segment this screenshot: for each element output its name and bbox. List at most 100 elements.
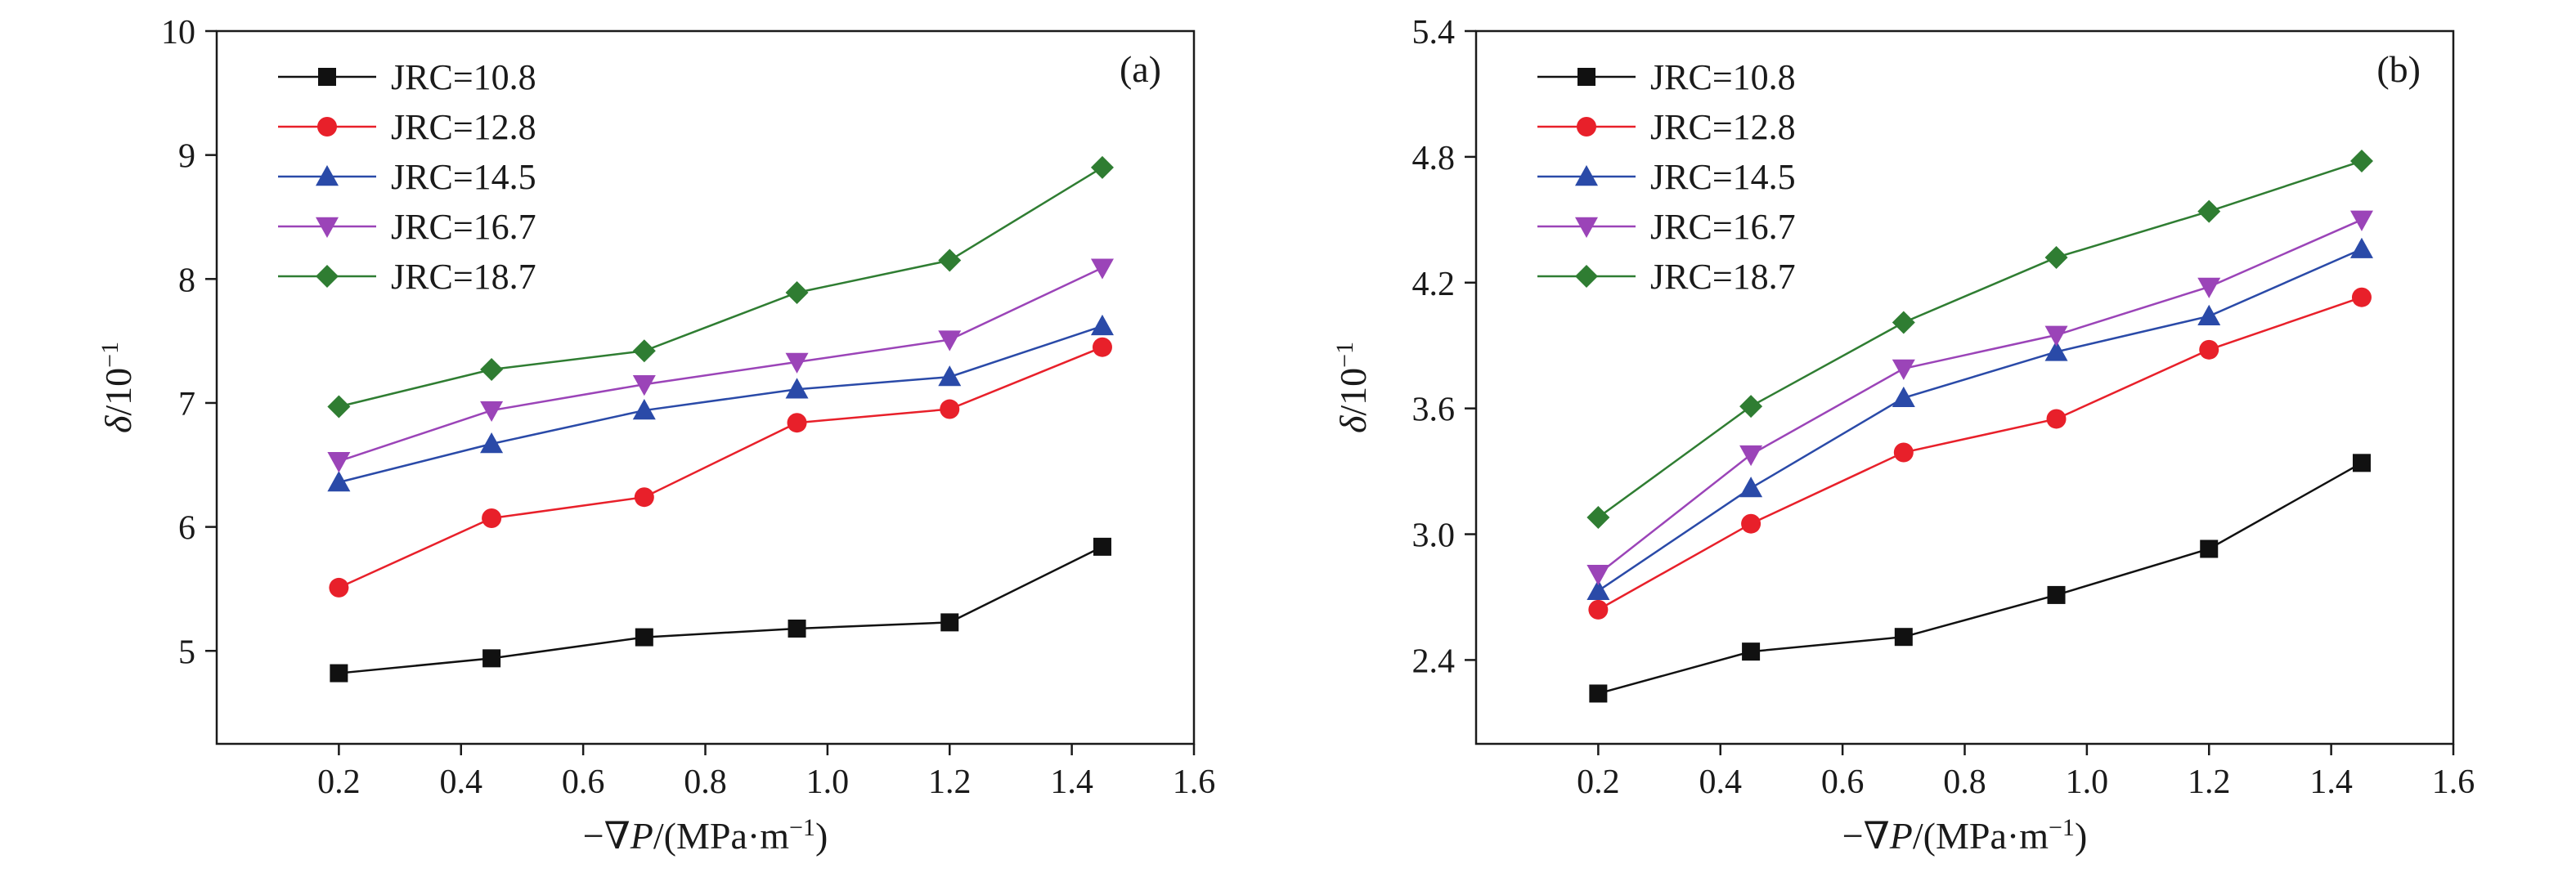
legend-label: JRC=10.8 (391, 57, 536, 97)
chart-panel-1: 0.2 0.4 0.6 0.8 1.0 1.2 1.4 1.6 5 6 7 8 9 10 −∇P/(MPa·… (96, 14, 1216, 857)
data-point (1090, 314, 1114, 336)
legend-marker (317, 117, 337, 137)
panel-label: (b) (2376, 48, 2421, 90)
x-tick-label: 1.6 (2432, 763, 2475, 801)
legend-label: JRC=18.7 (391, 257, 536, 297)
data-point (788, 619, 806, 638)
data-point (2199, 339, 2219, 360)
data-point (1739, 477, 1763, 498)
data-point (632, 399, 656, 420)
data-point (1892, 359, 1915, 380)
legend-marker (1575, 265, 1598, 288)
x-tick-label: 1.0 (2066, 763, 2109, 801)
data-point (2197, 277, 2221, 298)
data-point (632, 339, 656, 363)
legend-entry: JRC=10.8 (1537, 57, 1796, 97)
legend-marker (318, 68, 336, 86)
data-point (1090, 155, 1114, 179)
x-axis-variable: P (1889, 815, 1913, 857)
series-line (339, 325, 1103, 484)
series-line (1598, 462, 2363, 695)
y-axis-unit: /10 (97, 368, 139, 416)
x-tick-label: 1.0 (806, 763, 850, 801)
y-tick-label: 4.8 (1412, 140, 1456, 177)
x-axis-unit: /(MPa·m (653, 815, 789, 857)
data-point (787, 413, 807, 433)
data-point (1893, 442, 1914, 463)
x-tick-label: 0.2 (1577, 763, 1620, 801)
data-point (2046, 409, 2067, 429)
series-JRC=14.5 (327, 314, 1114, 492)
y-tick-label: 7 (178, 386, 195, 423)
y-axis-exponent: −1 (96, 342, 123, 368)
x-tick-label: 1.2 (928, 763, 972, 801)
legend-marker (316, 165, 339, 186)
data-point (2044, 245, 2068, 269)
data-point (938, 330, 962, 351)
data-point (2197, 304, 2221, 325)
y-tick-label: 10 (161, 14, 195, 51)
data-point (482, 508, 502, 528)
legend-entry: JRC=18.7 (278, 257, 536, 297)
data-point (1586, 579, 1610, 600)
legend-marker (1575, 217, 1598, 238)
x-tick-label: 1.6 (1173, 763, 1216, 801)
y-axis-variable: δ (97, 415, 139, 433)
legend-marker (1575, 165, 1598, 186)
data-point (480, 401, 504, 423)
x-axis-title: −∇P/(MPa·m−1) (583, 814, 828, 857)
data-point (2200, 539, 2219, 558)
x-axis-close: ) (815, 815, 828, 857)
y-tick-label: 4.2 (1412, 266, 1456, 303)
x-axis-exponent: −1 (789, 814, 815, 841)
data-point (634, 487, 654, 508)
data-point (785, 280, 809, 304)
data-point (940, 613, 959, 632)
x-tick-label: 0.6 (1821, 763, 1865, 801)
legend-label: JRC=12.8 (391, 107, 536, 147)
x-axis-variable: P (630, 815, 653, 857)
data-point (2044, 340, 2068, 361)
legend-label: JRC=14.5 (391, 157, 536, 197)
legend-entry: JRC=10.8 (278, 57, 536, 97)
x-axis-unit: /(MPa·m (1913, 815, 2049, 857)
plot-frame (1474, 29, 2455, 745)
data-point (1892, 311, 1915, 334)
data-point (1589, 684, 1608, 703)
x-axis-prefix: −∇ (1842, 815, 1890, 857)
data-point (1892, 386, 1915, 408)
series-JRC=18.7 (327, 155, 1114, 419)
chart-panel-2: 0.2 0.4 0.6 0.8 1.0 1.2 1.4 1.6 2.4 3.0 3.6 4.2 4.8 5… (1331, 14, 2475, 857)
x-tick-label: 0.2 (317, 763, 361, 801)
legend-entry: JRC=14.5 (1537, 157, 1796, 197)
legend-entry: JRC=12.8 (278, 107, 536, 147)
data-point (480, 358, 504, 382)
data-point (1739, 445, 1763, 467)
x-tick-label: 0.8 (1943, 763, 1986, 801)
y-tick-label: 8 (178, 262, 195, 299)
legend-label: JRC=10.8 (1650, 57, 1796, 97)
y-tick-label: 3.6 (1412, 392, 1456, 429)
data-point (1093, 537, 1111, 556)
y-axis-title: δ/10−1 (1331, 342, 1375, 433)
series-line (1597, 159, 2363, 519)
data-point (938, 248, 962, 272)
series-line (1597, 218, 2363, 575)
data-point (785, 352, 809, 374)
series-JRC=10.8 (1589, 454, 2371, 703)
data-point (2047, 585, 2066, 604)
data-point (1588, 599, 1609, 620)
data-point (2197, 199, 2221, 223)
legend-entry: JRC=16.7 (278, 207, 536, 247)
data-point (785, 378, 809, 399)
y-tick-label: 3.0 (1412, 517, 1456, 555)
data-point (2349, 237, 2373, 258)
data-point (2352, 454, 2371, 472)
y-tick-label: 9 (178, 138, 195, 176)
legend-marker (1577, 68, 1595, 86)
data-point (1090, 258, 1114, 280)
data-point (327, 452, 351, 473)
y-tick-label: 5 (178, 633, 195, 671)
series-line (338, 346, 1103, 589)
series-JRC=14.5 (1586, 237, 2373, 600)
